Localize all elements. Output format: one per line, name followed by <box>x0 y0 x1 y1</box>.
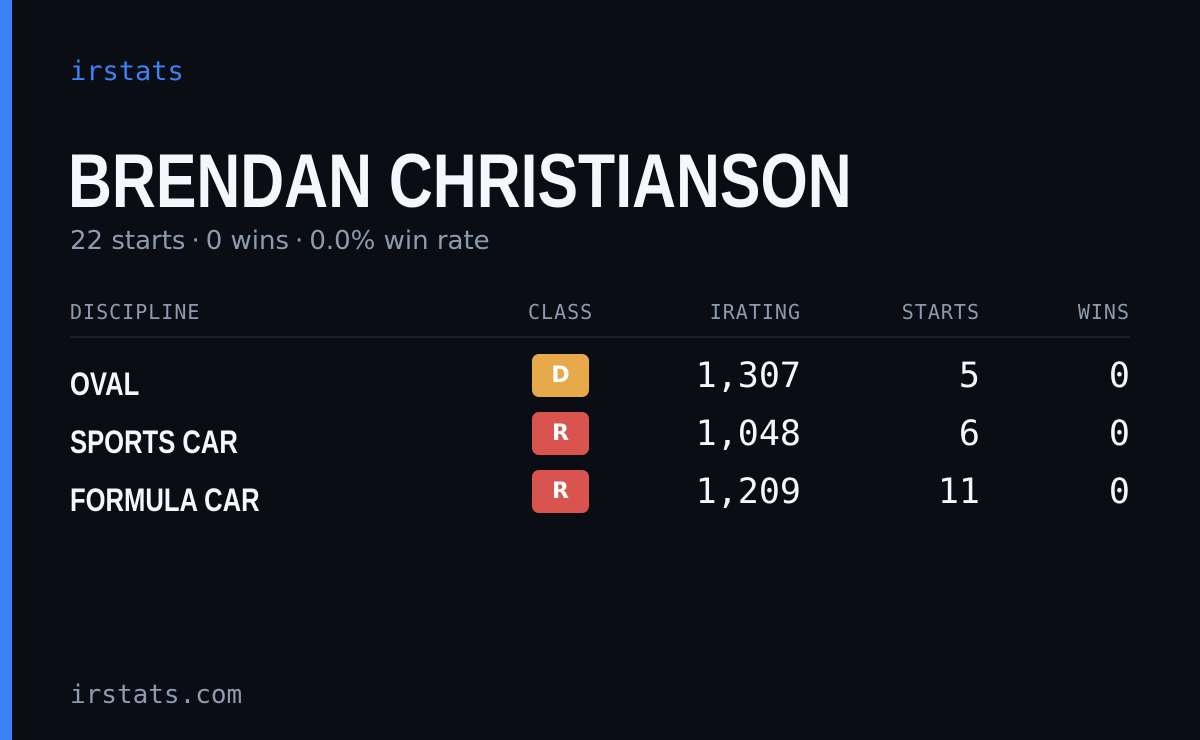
discipline-name: SPORTS CAR <box>70 424 238 460</box>
irating-value: 1,307 <box>695 356 801 396</box>
discipline-name: OVAL <box>70 366 140 402</box>
summary-separator: · <box>295 226 304 256</box>
table-header: DISCIPLINE CLASS IRATING STARTS WINS <box>70 296 1130 338</box>
accent-bar <box>0 0 12 740</box>
table-row: FORMULA CAR R 1,209 11 0 <box>70 470 1130 528</box>
table-row: OVAL D 1,307 5 0 <box>70 354 1130 412</box>
wins-value: 0 <box>1108 356 1130 396</box>
irating-value: 1,209 <box>695 472 801 512</box>
wins-value: 0 <box>1108 472 1130 512</box>
header-irating: IRATING <box>709 300 801 324</box>
discipline-name: FORMULA CAR <box>70 482 260 518</box>
win-rate-summary: 0.0% win rate <box>309 226 490 256</box>
header-class: CLASS <box>528 300 594 324</box>
starts-value: 5 <box>958 356 980 396</box>
table-body: OVAL D 1,307 5 0 SPORTS CAR R 1,048 6 0 … <box>70 354 1130 528</box>
discipline-table: DISCIPLINE CLASS IRATING STARTS WINS OVA… <box>70 296 1130 518</box>
starts-value: 6 <box>958 414 980 454</box>
starts-summary: 22 starts <box>70 226 186 256</box>
driver-summary: 22 starts · 0 wins · 0.0% win rate <box>70 226 490 256</box>
table-row: SPORTS CAR R 1,048 6 0 <box>70 412 1130 470</box>
license-class-badge: R <box>532 412 589 455</box>
wins-value: 0 <box>1108 414 1130 454</box>
license-class-badge: D <box>532 354 589 397</box>
header-discipline: DISCIPLINE <box>70 300 201 324</box>
driver-name: BRENDAN CHRISTIANSON <box>68 139 852 224</box>
irating-value: 1,048 <box>695 414 801 454</box>
license-class-badge: R <box>532 470 589 513</box>
header-starts: STARTS <box>901 300 980 324</box>
brand-logo[interactable]: irstats <box>70 56 184 87</box>
summary-separator: · <box>191 226 200 256</box>
footer-url[interactable]: irstats.com <box>70 680 243 710</box>
starts-value: 11 <box>937 472 980 512</box>
wins-summary: 0 wins <box>205 226 290 256</box>
header-wins: WINS <box>1077 300 1130 324</box>
